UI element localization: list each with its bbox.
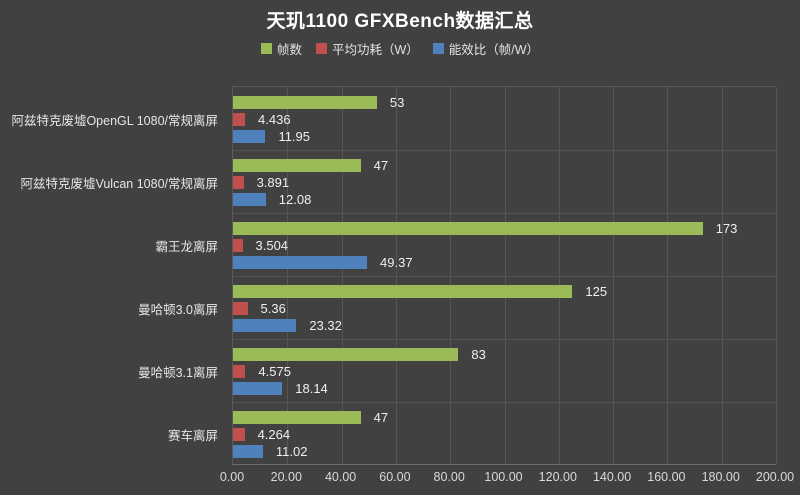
x-axis-tick-label: 20.00 xyxy=(270,470,302,484)
bar-value-label: 3.891 xyxy=(256,175,290,190)
vertical-gridline xyxy=(776,87,777,465)
bar-frames xyxy=(233,411,361,424)
bar-value-label: 47 xyxy=(373,158,389,173)
legend-item-efficiency: 能效比（帧/W） xyxy=(432,39,540,58)
bar-power xyxy=(233,239,243,252)
x-axis-tick-label: 80.00 xyxy=(433,470,465,484)
bar-frames xyxy=(233,222,703,235)
horizontal-gridline xyxy=(233,402,776,403)
x-axis-tick-label: 120.00 xyxy=(538,470,577,484)
bar-efficiency xyxy=(233,319,297,332)
category-axis: 阿兹特克废墟OpenGL 1080/常规离屏阿兹特克废墟Vulcan 1080/… xyxy=(0,86,224,464)
bar-value-label: 5.36 xyxy=(260,301,286,316)
horizontal-gridline xyxy=(233,213,776,214)
bar-efficiency xyxy=(233,382,283,395)
horizontal-gridline xyxy=(233,276,776,277)
category-label: 阿兹特克废墟Vulcan 1080/常规离屏 xyxy=(20,176,218,191)
bar-efficiency xyxy=(233,256,368,269)
value-axis: 0.00 20.00 40.00 60.00 80.00 100.00 120.00 140.… xyxy=(0,470,800,488)
bar-value-label: 23.32 xyxy=(309,318,342,333)
x-axis-tick-label: 0.00 xyxy=(219,470,245,484)
bar-value-label: 53 xyxy=(389,95,405,110)
bar-power xyxy=(233,176,244,189)
bar-value-label: 173 xyxy=(715,221,738,236)
category-label: 赛车离屏 xyxy=(167,428,218,443)
legend-label-power: 平均功耗（W） xyxy=(331,43,419,57)
legend-swatch-frames xyxy=(260,43,272,54)
bar-group: 47 3.891 12.08 xyxy=(233,150,776,213)
x-axis-tick-label: 140.00 xyxy=(592,470,632,484)
bar-efficiency xyxy=(233,130,266,143)
category-label: 霸王龙离屏 xyxy=(155,239,218,254)
bar-group: 173 3.504 49.37 xyxy=(233,213,776,276)
bar-value-label: 12.08 xyxy=(278,192,312,207)
chart-legend: 帧数 平均功耗（W） 能效比（帧/W） xyxy=(0,39,800,58)
bar-frames xyxy=(233,348,459,361)
bar-value-label: 4.575 xyxy=(258,364,291,379)
horizontal-gridline xyxy=(233,150,776,151)
bar-value-label: 4.436 xyxy=(258,112,291,127)
bar-efficiency xyxy=(233,445,263,458)
bar-power xyxy=(233,428,245,441)
bar-group: 53 4.436 11.95 xyxy=(233,87,776,150)
bar-value-label: 11.95 xyxy=(278,129,311,144)
x-axis-tick-label: 200.00 xyxy=(755,470,795,484)
x-axis-tick-label: 160.00 xyxy=(647,470,686,484)
x-axis-tick-label: 180.00 xyxy=(701,470,740,484)
bar-group: 47 4.264 11.02 xyxy=(233,402,776,465)
bar-frames xyxy=(233,159,361,172)
bar-value-label: 83 xyxy=(471,347,486,362)
bar-efficiency xyxy=(233,193,266,206)
category-label: 阿兹特克废墟OpenGL 1080/常规离屏 xyxy=(11,113,218,128)
bar-power xyxy=(233,302,248,315)
category-label: 曼哈顿3.0离屏 xyxy=(138,302,218,317)
chart-title: 天玑1100 GFXBench数据汇总 xyxy=(266,11,534,32)
legend-label-frames: 帧数 xyxy=(276,43,302,57)
bar-value-label: 4.264 xyxy=(257,427,291,442)
bar-power xyxy=(233,365,246,378)
legend-item-power: 平均功耗（W） xyxy=(315,39,419,58)
category-label: 曼哈顿3.1离屏 xyxy=(138,365,218,380)
x-axis-tick-label: 100.00 xyxy=(484,470,523,484)
bar-value-label: 3.504 xyxy=(255,238,289,253)
legend-item-frames: 帧数 xyxy=(260,39,302,58)
bar-frames xyxy=(233,96,377,109)
bar-power xyxy=(233,113,246,126)
x-axis-tick-label: 40.00 xyxy=(324,470,357,484)
bar-value-label: 11.02 xyxy=(275,444,308,459)
x-axis-line xyxy=(233,464,776,465)
bar-value-label: 18.14 xyxy=(295,381,328,396)
legend-label-efficiency: 能效比（帧/W） xyxy=(448,43,540,57)
x-axis-tick-label: 60.00 xyxy=(379,470,411,484)
legend-swatch-efficiency xyxy=(432,43,444,54)
bar-value-label: 47 xyxy=(373,410,389,425)
bar-value-label: 49.37 xyxy=(380,255,413,270)
bar-group: 125 5.36 23.32 xyxy=(233,276,776,339)
legend-swatch-power xyxy=(315,43,327,54)
bar-frames xyxy=(233,285,573,298)
horizontal-gridline xyxy=(233,339,776,340)
plot-area: 53 4.436 11.95 47 3.891 12.08 173 3.504 49.37 125… xyxy=(232,86,777,465)
bar-group: 83 4.575 18.14 xyxy=(233,339,776,402)
bar-value-label: 125 xyxy=(585,284,608,299)
